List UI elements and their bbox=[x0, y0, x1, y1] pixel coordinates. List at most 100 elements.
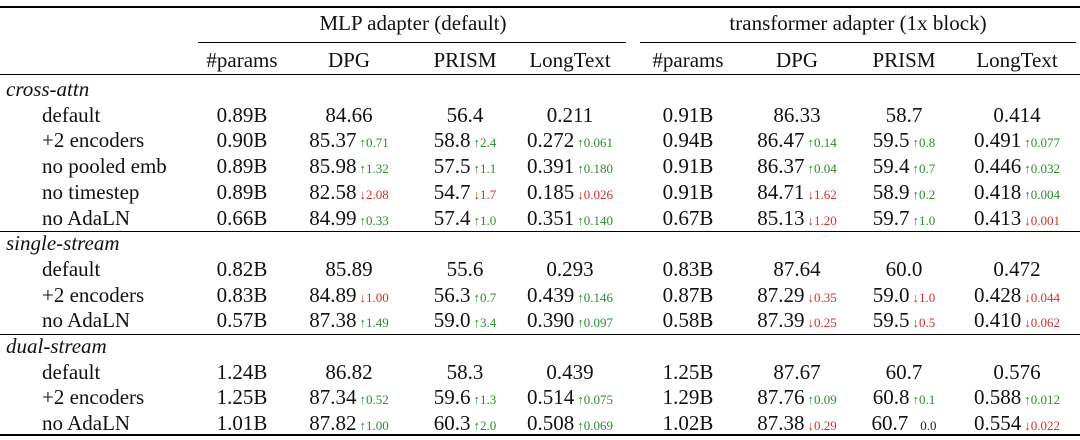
table-cell: 59.0 ↓1.0 bbox=[873, 282, 936, 311]
table-cell: 0.83B bbox=[663, 256, 714, 282]
cell-value: 59.4 bbox=[872, 154, 910, 179]
table-cell: 58.9 ↑0.2 bbox=[873, 179, 936, 208]
row-label: default bbox=[42, 256, 101, 281]
cell-value: 0.439 bbox=[546, 359, 594, 384]
cell-value: 84.99 bbox=[309, 205, 357, 230]
table-cell: 1.25B bbox=[217, 384, 268, 410]
cell-value: 0.472 bbox=[993, 256, 1041, 281]
column-header: PRISM bbox=[872, 48, 936, 72]
column-header: #params bbox=[206, 48, 278, 72]
cell-value: 0.83B bbox=[662, 256, 714, 281]
table-cell: 0.211 bbox=[547, 102, 593, 128]
table-cell: 0.428 ↓0.044 bbox=[974, 282, 1060, 311]
delta-down: ↓1.7 bbox=[473, 186, 497, 202]
table-cell: 56.4 bbox=[447, 102, 484, 128]
cell-value: 87.29 bbox=[757, 282, 805, 307]
column-header: LongText bbox=[976, 48, 1058, 72]
header-rule bbox=[0, 74, 1080, 75]
row-label: +2 encoders bbox=[42, 128, 145, 153]
cell-value: 0.446 bbox=[974, 154, 1022, 179]
cell-value: 0.293 bbox=[546, 256, 594, 281]
table-cell: 59.4 ↑0.7 bbox=[873, 153, 936, 182]
table-cell: 0.90B bbox=[217, 127, 268, 153]
cell-value: 87.67 bbox=[773, 359, 821, 384]
delta-up: ↑1.3 bbox=[473, 392, 497, 408]
table-cell: 84.71 ↓1.62 bbox=[757, 179, 837, 208]
delta-up: ↑0.33 bbox=[359, 212, 389, 228]
cell-value: 0.588 bbox=[974, 385, 1022, 410]
table-cell: 58.8 ↑2.4 bbox=[434, 127, 497, 156]
table-cell: 0.351 ↑0.140 bbox=[527, 205, 613, 234]
cell-value: 86.33 bbox=[773, 102, 821, 127]
delta-up: ↑0.180 bbox=[577, 161, 613, 177]
delta-up: ↑1.49 bbox=[359, 315, 389, 331]
cell-value: 57.5 bbox=[433, 154, 471, 179]
cell-value: 0.57B bbox=[216, 308, 268, 333]
cell-value: 82.58 bbox=[309, 179, 357, 204]
table-cell: 0.67B bbox=[663, 205, 714, 231]
column-header: LongText bbox=[529, 48, 611, 72]
table-cell: 0.418 ↑0.004 bbox=[974, 179, 1060, 208]
table-cell: 60.8 ↑0.1 bbox=[873, 384, 936, 413]
delta-up: ↑0.146 bbox=[577, 289, 613, 305]
cell-value: 56.3 bbox=[433, 282, 471, 307]
cell-value: 0.491 bbox=[974, 128, 1022, 153]
table-cell: 0.66B bbox=[217, 205, 268, 231]
delta-up: ↑0.8 bbox=[912, 135, 936, 151]
table-cell: 0.91B bbox=[663, 102, 714, 128]
cell-value: 1.25B bbox=[216, 385, 268, 410]
table-cell: 1.24B bbox=[217, 359, 268, 385]
table-cell: 85.89 bbox=[325, 256, 372, 282]
delta-up: ↑2.0 bbox=[473, 418, 497, 434]
table-cell: 86.47 ↑0.14 bbox=[757, 127, 837, 156]
table-cell: 59.7 ↑1.0 bbox=[873, 205, 936, 234]
table-cell: 87.64 bbox=[773, 256, 820, 282]
delta-up: ↑1.1 bbox=[473, 161, 497, 177]
table-cell: 57.5 ↑1.1 bbox=[434, 153, 497, 182]
cell-value: 0.351 bbox=[527, 205, 575, 230]
delta-up: ↑1.0 bbox=[912, 212, 936, 228]
cell-value: 0.87B bbox=[662, 282, 714, 307]
cell-value: 1.29B bbox=[662, 385, 714, 410]
cell-value: 84.71 bbox=[757, 179, 805, 204]
delta-up: ↑0.032 bbox=[1024, 161, 1060, 177]
table-cell: 0.82B bbox=[217, 256, 268, 282]
column-header: DPG bbox=[327, 48, 371, 72]
cell-value: 55.6 bbox=[446, 256, 484, 281]
cell-value: 59.0 bbox=[872, 282, 910, 307]
delta-up: ↑3.4 bbox=[473, 315, 497, 331]
delta-down: ↓0.044 bbox=[1024, 289, 1060, 305]
cell-value: 87.34 bbox=[309, 385, 357, 410]
cell-value: 59.0 bbox=[433, 308, 471, 333]
cell-value: 59.6 bbox=[433, 385, 471, 410]
delta-up: ↑0.52 bbox=[359, 392, 389, 408]
table-cell: 1.02B bbox=[663, 410, 714, 436]
cell-value: 58.9 bbox=[872, 179, 910, 204]
cell-value: 0.418 bbox=[974, 179, 1022, 204]
delta-down: ↓0.35 bbox=[807, 289, 837, 305]
delta-up: ↑0.077 bbox=[1024, 135, 1060, 151]
group-rule-mlp bbox=[198, 42, 626, 43]
table-cell: 85.98 ↑1.32 bbox=[309, 153, 389, 182]
column-header: #params bbox=[652, 48, 724, 72]
cell-value: 1.02B bbox=[662, 411, 714, 436]
cell-value: 86.47 bbox=[757, 128, 805, 153]
table-cell: 0.491 ↑0.077 bbox=[974, 127, 1060, 156]
cell-value: 0.391 bbox=[527, 154, 575, 179]
delta-down: ↓0.001 bbox=[1024, 212, 1060, 228]
table-cell: 0.91B bbox=[663, 153, 714, 179]
cell-value: 0.89B bbox=[216, 154, 268, 179]
cell-value: 60.7 bbox=[885, 359, 923, 384]
table-cell: 60.7 0.0 bbox=[872, 410, 937, 439]
cell-value: 0.67B bbox=[662, 205, 714, 230]
cell-value: 0.514 bbox=[527, 385, 575, 410]
cell-value: 87.39 bbox=[757, 308, 805, 333]
cell-value: 60.8 bbox=[872, 385, 910, 410]
delta-down: ↓0.29 bbox=[807, 418, 837, 434]
table-cell: 84.99 ↑0.33 bbox=[309, 205, 389, 234]
table-cell: 0.410 ↓0.062 bbox=[974, 307, 1060, 336]
cell-value: 0.58B bbox=[662, 308, 714, 333]
cell-value: 0.576 bbox=[993, 359, 1041, 384]
table-cell: 1.25B bbox=[663, 359, 714, 385]
